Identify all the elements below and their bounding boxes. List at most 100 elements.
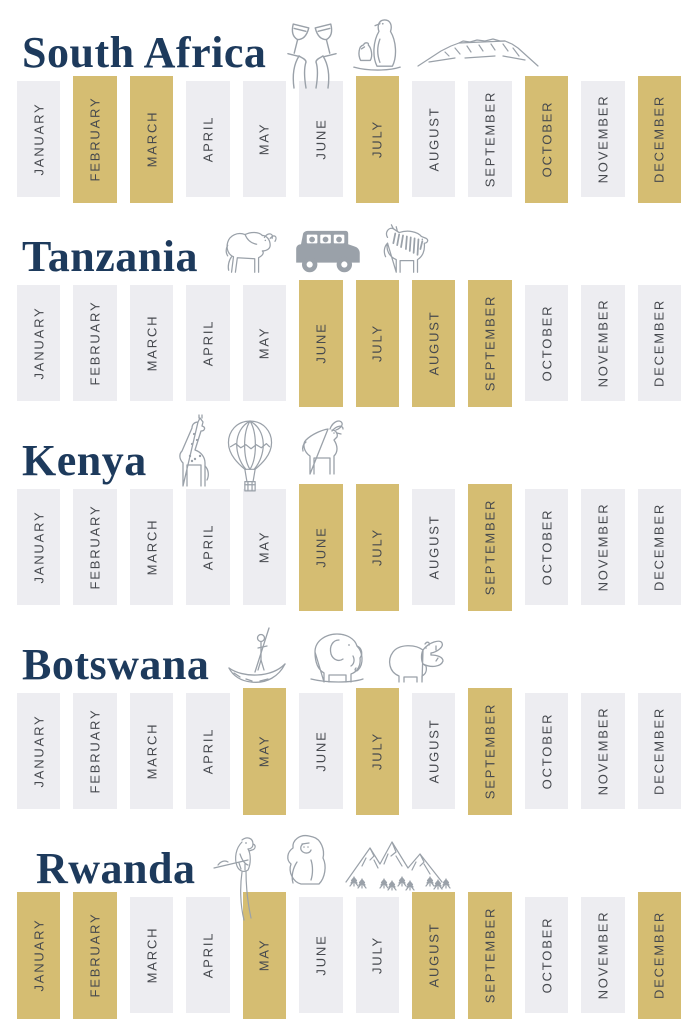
month-bar-november: NOVEMBER — [581, 285, 625, 401]
month-label: JANUARY — [31, 918, 47, 992]
safari-jeep-icon — [290, 226, 364, 278]
month-bar-april: APRIL — [186, 285, 230, 401]
month-label: MARCH — [144, 926, 160, 984]
month-label: OCTOBER — [539, 508, 554, 586]
month-label: DECEMBER — [651, 910, 667, 1000]
rwanda-header: Rwanda — [0, 818, 698, 921]
month-label: MARCH — [144, 518, 160, 576]
parrot-icon — [212, 832, 262, 924]
month-label: FEBRUARY — [87, 504, 103, 590]
wildebeest-icon — [214, 222, 280, 278]
month-label: JULY — [369, 935, 385, 975]
kenya-header: Kenya — [0, 410, 698, 492]
month-label: JULY — [369, 731, 385, 771]
month-bar-october: OCTOBER — [524, 693, 569, 809]
month-bar-february: FEBRUARY — [73, 489, 117, 605]
kenya-months-row: JANUARY FEBRUARY MARCH APRIL MAY JUNE JULY AUGU… — [0, 482, 698, 612]
month-label: JUNE — [313, 526, 329, 568]
month-label: NOVEMBER — [595, 706, 611, 796]
penguins-icon — [350, 14, 404, 74]
month-label: JANUARY — [31, 102, 47, 176]
month-label: SEPTEMBER — [482, 702, 498, 800]
month-bar-june: JUNE — [299, 81, 343, 197]
botswana-months-row: JANUARY FEBRUARY MARCH APRIL MAY JUNE JULY AUGU… — [0, 686, 698, 816]
month-label: SEPTEMBER — [482, 294, 498, 392]
kenya-icons — [163, 414, 347, 492]
month-label: JANUARY — [31, 306, 47, 380]
month-bar-december: DECEMBER — [637, 285, 682, 401]
month-bar-february-highlighted: FEBRUARY — [73, 75, 117, 203]
month-bar-may: MAY — [242, 81, 287, 197]
section-south-africa: South Africa — [0, 2, 698, 206]
month-bar-july-highlighted: JULY — [355, 483, 399, 611]
month-bar-october: OCTOBER — [524, 897, 569, 1013]
month-bar-february: FEBRUARY — [73, 693, 117, 809]
month-bar-march: MARCH — [129, 897, 174, 1013]
month-label: MARCH — [144, 722, 160, 780]
hot-air-balloon-icon — [223, 418, 277, 496]
month-label: JULY — [369, 527, 385, 567]
month-label: MARCH — [144, 314, 160, 372]
tanzania-header: Tanzania — [0, 206, 698, 279]
month-label: APRIL — [200, 523, 216, 571]
antelope-icon — [287, 416, 347, 482]
month-bar-november: NOVEMBER — [581, 81, 625, 197]
month-bar-february-highlighted: FEBRUARY — [73, 891, 117, 1019]
month-label: SEPTEMBER — [482, 90, 498, 188]
month-label: JUNE — [313, 730, 329, 772]
month-label: APRIL — [200, 319, 216, 367]
mokoro-canoe-icon — [225, 626, 289, 694]
rwanda-icons — [212, 828, 454, 921]
month-bar-may: MAY — [242, 285, 287, 401]
month-bar-march-highlighted: MARCH — [129, 75, 174, 203]
month-label: NOVEMBER — [595, 910, 611, 1000]
month-label: MAY — [256, 530, 272, 564]
botswana-header: Botswana — [0, 614, 698, 690]
month-bar-january: JANUARY — [17, 81, 61, 197]
country-title-botswana: Botswana — [22, 640, 210, 690]
table-mountain-icon — [414, 26, 542, 70]
month-bar-august-highlighted: AUGUST — [411, 891, 456, 1019]
month-label: OCTOBER — [539, 304, 554, 382]
month-bar-july-highlighted: JULY — [355, 279, 399, 407]
country-title-rwanda: Rwanda — [36, 844, 196, 894]
month-label: JUNE — [313, 934, 329, 976]
month-label: JUNE — [313, 118, 329, 160]
month-label: APRIL — [200, 115, 216, 163]
month-bar-july: JULY — [355, 897, 399, 1013]
month-label: SEPTEMBER — [482, 906, 498, 1004]
month-label: NOVEMBER — [595, 502, 611, 592]
section-rwanda: Rwanda — [0, 818, 698, 1022]
elephant-icon — [299, 626, 369, 686]
month-label: AUGUST — [426, 106, 442, 172]
month-bar-september: SEPTEMBER — [468, 81, 512, 197]
month-label: OCTOBER — [539, 712, 554, 790]
month-bar-august-highlighted: AUGUST — [411, 279, 456, 407]
month-label: FEBRUARY — [87, 300, 103, 386]
section-kenya: Kenya — [0, 410, 698, 614]
south-africa-icons — [282, 14, 542, 89]
month-label: AUGUST — [426, 922, 442, 988]
month-label: APRIL — [200, 931, 216, 979]
gorilla-icon — [272, 828, 332, 890]
month-bar-march: MARCH — [129, 693, 174, 809]
month-bar-october: OCTOBER — [524, 285, 569, 401]
month-bar-august: AUGUST — [411, 489, 456, 605]
country-title-south-africa: South Africa — [22, 28, 267, 78]
month-bar-may: MAY — [242, 489, 287, 605]
month-label: AUGUST — [426, 310, 442, 376]
month-label: JUNE — [313, 322, 329, 364]
month-bar-june: JUNE — [299, 897, 343, 1013]
month-label: MAY — [256, 326, 272, 360]
month-bar-december: DECEMBER — [637, 693, 682, 809]
south-africa-header: South Africa — [0, 2, 698, 89]
month-label: DECEMBER — [651, 502, 667, 592]
month-label: JANUARY — [31, 510, 47, 584]
botswana-icons — [225, 626, 447, 686]
month-label: FEBRUARY — [87, 96, 103, 182]
month-bar-september-highlighted: SEPTEMBER — [468, 279, 512, 407]
month-label: JULY — [369, 323, 385, 363]
month-bar-october: OCTOBER — [524, 489, 569, 605]
month-label: MAY — [256, 122, 272, 156]
